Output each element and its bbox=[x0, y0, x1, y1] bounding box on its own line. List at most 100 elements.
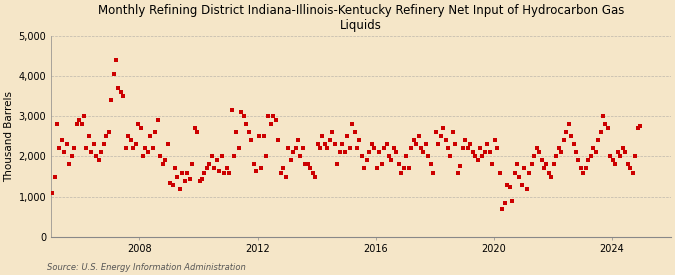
Point bbox=[253, 134, 264, 139]
Point bbox=[391, 150, 402, 155]
Point bbox=[423, 154, 434, 159]
Point bbox=[155, 154, 165, 159]
Point bbox=[502, 182, 512, 187]
Point bbox=[512, 162, 522, 167]
Point bbox=[184, 176, 195, 181]
Point bbox=[342, 134, 352, 139]
Point bbox=[271, 118, 281, 123]
Point bbox=[435, 134, 446, 139]
Point bbox=[229, 154, 240, 159]
Point bbox=[597, 114, 608, 119]
Point bbox=[313, 142, 323, 147]
Point bbox=[219, 170, 230, 175]
Point bbox=[568, 142, 579, 147]
Point bbox=[248, 162, 259, 167]
Point bbox=[477, 154, 488, 159]
Point bbox=[401, 154, 412, 159]
Point bbox=[118, 94, 129, 98]
Point bbox=[500, 200, 510, 205]
Point bbox=[344, 146, 355, 151]
Point bbox=[551, 154, 562, 159]
Point bbox=[556, 150, 566, 155]
Point bbox=[514, 174, 525, 179]
Point bbox=[54, 146, 65, 151]
Point bbox=[165, 180, 176, 185]
Point bbox=[448, 130, 458, 134]
Point bbox=[123, 134, 134, 139]
Point bbox=[507, 198, 518, 203]
Point bbox=[443, 146, 454, 151]
Point bbox=[187, 162, 198, 167]
Point bbox=[543, 170, 554, 175]
Point bbox=[516, 182, 527, 187]
Point bbox=[622, 162, 633, 167]
Point bbox=[524, 170, 535, 175]
Point bbox=[162, 142, 173, 147]
Point bbox=[295, 154, 306, 159]
Point bbox=[319, 142, 330, 147]
Point bbox=[406, 146, 416, 151]
Point bbox=[337, 142, 348, 147]
Point bbox=[167, 182, 178, 187]
Point bbox=[398, 166, 409, 171]
Point bbox=[627, 170, 638, 175]
Point bbox=[603, 126, 614, 131]
Point bbox=[485, 150, 495, 155]
Point bbox=[394, 162, 404, 167]
Point bbox=[359, 166, 370, 171]
Point bbox=[258, 134, 269, 139]
Point bbox=[189, 126, 200, 131]
Point bbox=[482, 142, 493, 147]
Point bbox=[202, 166, 213, 171]
Point bbox=[147, 146, 158, 151]
Point bbox=[522, 186, 533, 191]
Point bbox=[467, 150, 478, 155]
Point bbox=[261, 154, 271, 159]
Point bbox=[563, 122, 574, 127]
Point bbox=[182, 170, 192, 175]
Point bbox=[578, 170, 589, 175]
Point bbox=[610, 162, 621, 167]
Point bbox=[226, 108, 237, 112]
Point bbox=[421, 142, 431, 147]
Point bbox=[554, 146, 564, 151]
Point bbox=[61, 142, 72, 147]
Point bbox=[196, 176, 207, 181]
Point bbox=[624, 166, 635, 171]
Title: Monthly Refining District Indiana-Illinois-Kentucky Refinery Net Input of Hydroc: Monthly Refining District Indiana-Illino… bbox=[98, 4, 624, 32]
Point bbox=[364, 150, 375, 155]
Point bbox=[221, 166, 232, 171]
Point bbox=[265, 122, 276, 127]
Point bbox=[273, 138, 284, 143]
Point bbox=[238, 114, 249, 119]
Point bbox=[352, 146, 362, 151]
Y-axis label: Thousand Barrels: Thousand Barrels bbox=[4, 91, 14, 182]
Point bbox=[561, 130, 572, 134]
Point bbox=[489, 138, 500, 143]
Point bbox=[531, 146, 542, 151]
Point bbox=[135, 126, 146, 131]
Text: Source: U.S. Energy Information Administration: Source: U.S. Energy Information Administ… bbox=[47, 263, 246, 272]
Point bbox=[458, 146, 468, 151]
Point bbox=[174, 186, 185, 191]
Point bbox=[418, 150, 429, 155]
Point bbox=[51, 122, 62, 127]
Point bbox=[428, 170, 439, 175]
Point bbox=[356, 154, 367, 159]
Point bbox=[111, 58, 122, 62]
Point bbox=[464, 142, 475, 147]
Point bbox=[585, 154, 596, 159]
Point bbox=[180, 178, 190, 183]
Point bbox=[66, 154, 77, 159]
Point bbox=[199, 170, 210, 175]
Point bbox=[452, 170, 463, 175]
Point bbox=[288, 150, 298, 155]
Point bbox=[91, 154, 102, 159]
Point bbox=[383, 154, 394, 159]
Point bbox=[169, 166, 180, 171]
Point bbox=[115, 90, 126, 95]
Point bbox=[194, 178, 205, 183]
Point bbox=[130, 142, 141, 147]
Point bbox=[72, 122, 82, 127]
Point bbox=[349, 130, 360, 134]
